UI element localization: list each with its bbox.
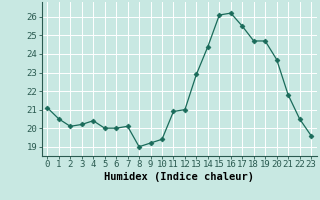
- X-axis label: Humidex (Indice chaleur): Humidex (Indice chaleur): [104, 172, 254, 182]
